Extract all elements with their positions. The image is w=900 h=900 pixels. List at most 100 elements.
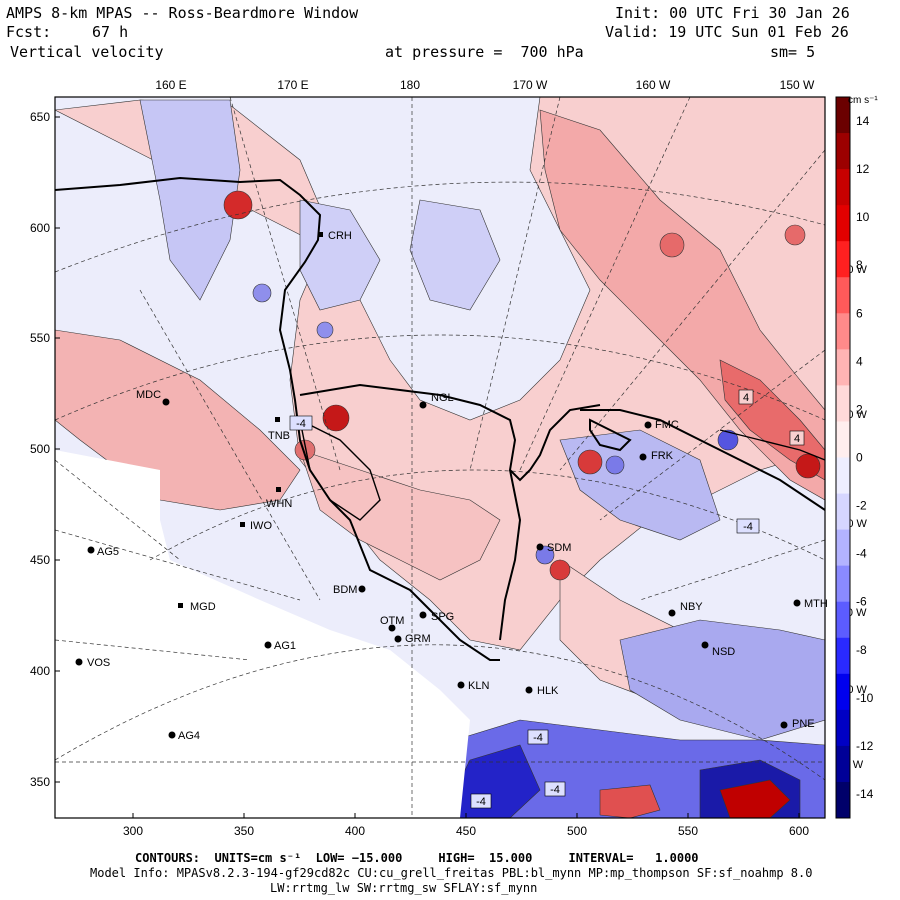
map-title: AMPS 8-km MPAS -- Ross-Beardmore Window [6,4,359,22]
colorbar-segment [836,493,850,531]
svg-text:BDM: BDM [333,584,357,596]
station-mdc: MDC [136,389,170,406]
negative-velocity-cell [535,545,555,565]
station-pne: PNE [780,718,815,730]
svg-text:KLN: KLN [468,680,489,692]
contour-label: 4 [738,389,754,405]
colorbar-segment [836,637,850,675]
negative-velocity-cell [717,429,739,451]
colorbar-label: -8 [856,643,867,657]
station-nby: NBY [668,601,703,617]
svg-text:IWO: IWO [250,520,272,532]
contour-label: -4 [544,781,566,797]
svg-text:4: 4 [743,392,749,404]
station-crh: CRH [318,230,352,242]
positive-velocity-cell [294,439,316,461]
svg-text:4: 4 [794,433,800,445]
station-ag1: AG1 [264,640,296,652]
colorbar-segment [836,745,850,783]
svg-text:WHN: WHN [266,498,292,510]
longitude-labels: 160 E 170 E 180 170 W 160 W 150 W [155,78,815,92]
negative-velocity-region [139,99,241,301]
pressure-level: at pressure = 700 hPa [385,43,584,61]
svg-text:-4: -4 [476,796,486,808]
coastline [55,176,825,661]
colorbar-label: 8 [856,258,863,272]
longitude-label: 170 W [513,78,548,92]
x-axis-labels: 300 350 400 450 500 550 600 [123,824,809,838]
colorbar-segment [836,97,850,134]
positive-velocity-region [719,779,791,818]
negative-velocity-cell [316,321,334,339]
y-tick-label: 400 [30,664,50,678]
station-tnb: TNB [268,417,290,442]
colorbar-label: 0 [856,451,863,465]
colorbar-segment [836,385,850,422]
svg-text:FMC: FMC [655,419,679,431]
svg-text:CRH: CRH [328,230,352,242]
station-ngl: NGL [419,392,454,409]
y-tick-label: 350 [30,775,50,789]
contour-label: -4 [527,729,549,745]
contour-label: 4 [789,430,805,446]
x-axis-ticks [132,813,800,818]
x-tick-label: 350 [234,824,254,838]
svg-text:FRK: FRK [651,450,674,462]
x-tick-label: 550 [678,824,698,838]
negative-velocity-cell [252,283,272,303]
positive-velocity-region [599,784,661,818]
colorbar-segment [836,457,850,495]
colorbar-label: -6 [856,595,867,609]
graticule [55,97,825,818]
longitude-label: 180 [400,78,420,92]
longitude-label: 160 W [636,78,671,92]
colorbar-segment [836,133,850,170]
station-frk: FRK [639,450,674,462]
svg-text:MGD: MGD [190,601,216,613]
station-otm: OTM [380,615,404,632]
colorbar-segment [836,169,850,206]
colorbar-label: 14 [856,114,870,128]
station-mth: MTH [793,598,828,610]
svg-text:MTH: MTH [804,598,828,610]
smoothing: sm= 5 [770,43,816,61]
svg-text:HLK: HLK [537,685,559,697]
colorbar-label: -10 [856,691,874,705]
valid-time: Valid: 19 UTC Sun 01 Feb 26 [605,23,849,41]
svg-text:VOS: VOS [87,657,110,669]
positive-velocity-region [299,449,501,581]
positive-velocity-cell [322,404,350,432]
svg-text:AG1: AG1 [274,640,296,652]
contour-label: -4 [736,518,760,534]
x-tick-label: 600 [789,824,809,838]
svg-text:PNE: PNE [792,718,815,730]
svg-text:-4: -4 [296,418,306,430]
plot-frame [54,96,826,819]
forecast-label: Fcst: [6,23,52,41]
forecast-hour: 67 h [92,23,129,41]
grounding-line [299,418,825,521]
x-tick-label: 500 [567,824,587,838]
svg-text:NSD: NSD [712,646,735,658]
meridian-label: W [853,759,864,771]
station-fmc: FMC [644,419,679,431]
positive-velocity-cell [784,224,806,246]
colorbar-label: -14 [856,787,874,801]
svg-text:MDC: MDC [136,389,161,401]
station-spg: SPG [419,611,454,623]
longitude-label: 170 E [277,78,308,92]
colorbar-label: 12 [856,162,870,176]
station-whn: WHN [266,487,292,510]
colorbar-segment [836,781,850,819]
colorbar-label: 2 [856,402,863,416]
colorbar-label: 4 [856,354,863,368]
y-tick-label: 550 [30,331,50,345]
field-name: Vertical velocity [10,43,164,61]
longitude-label: 150 W [780,78,815,92]
station-nsd: NSD [701,641,735,658]
svg-text:SDM: SDM [547,542,571,554]
model-info: Model Info: MPASv8.2.3-194-gf29cd82c CU:… [90,866,813,880]
colorbar-segment [836,565,850,603]
colorbar-label: 6 [856,306,863,320]
